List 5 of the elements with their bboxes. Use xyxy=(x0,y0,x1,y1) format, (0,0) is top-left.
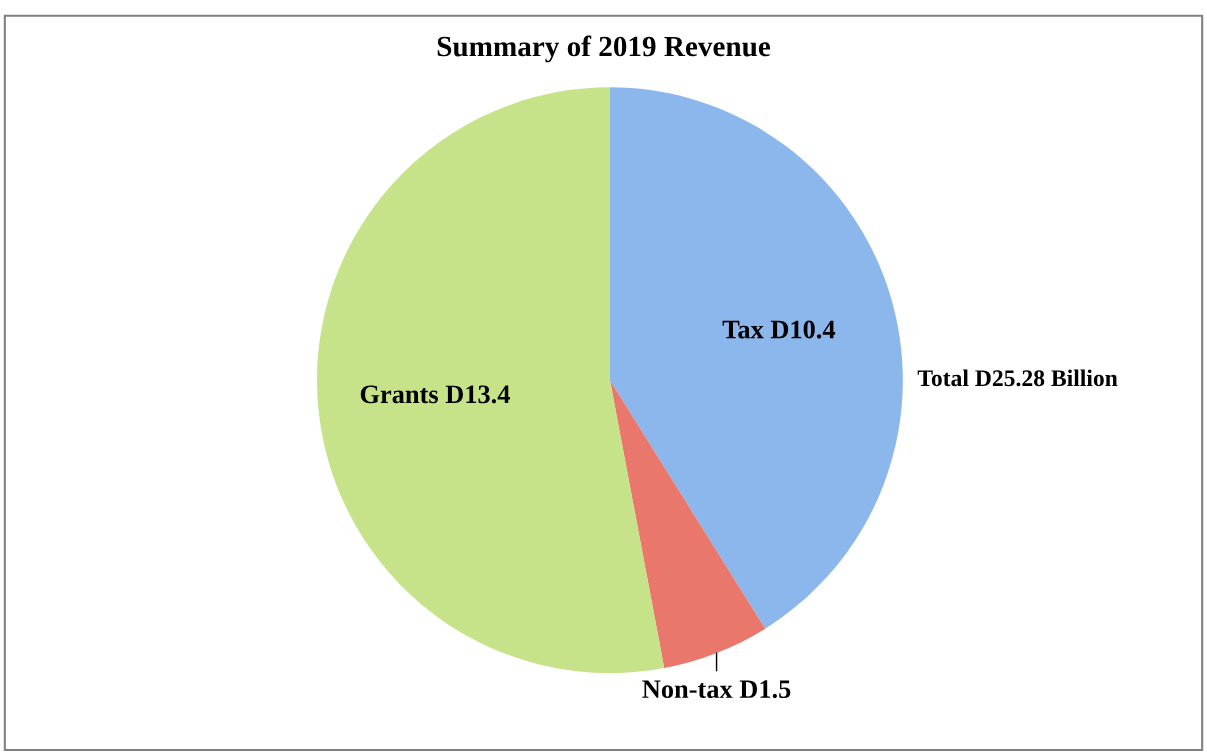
chart-title: Summary of 2019 Revenue xyxy=(437,35,771,63)
slice-label: Non-tax D1.5 xyxy=(642,680,791,699)
text: Total D25.28 Billion xyxy=(917,369,1118,387)
slice-label: Tax D10.4 xyxy=(722,320,836,339)
slice-label: Grants D13.4 xyxy=(360,385,510,404)
